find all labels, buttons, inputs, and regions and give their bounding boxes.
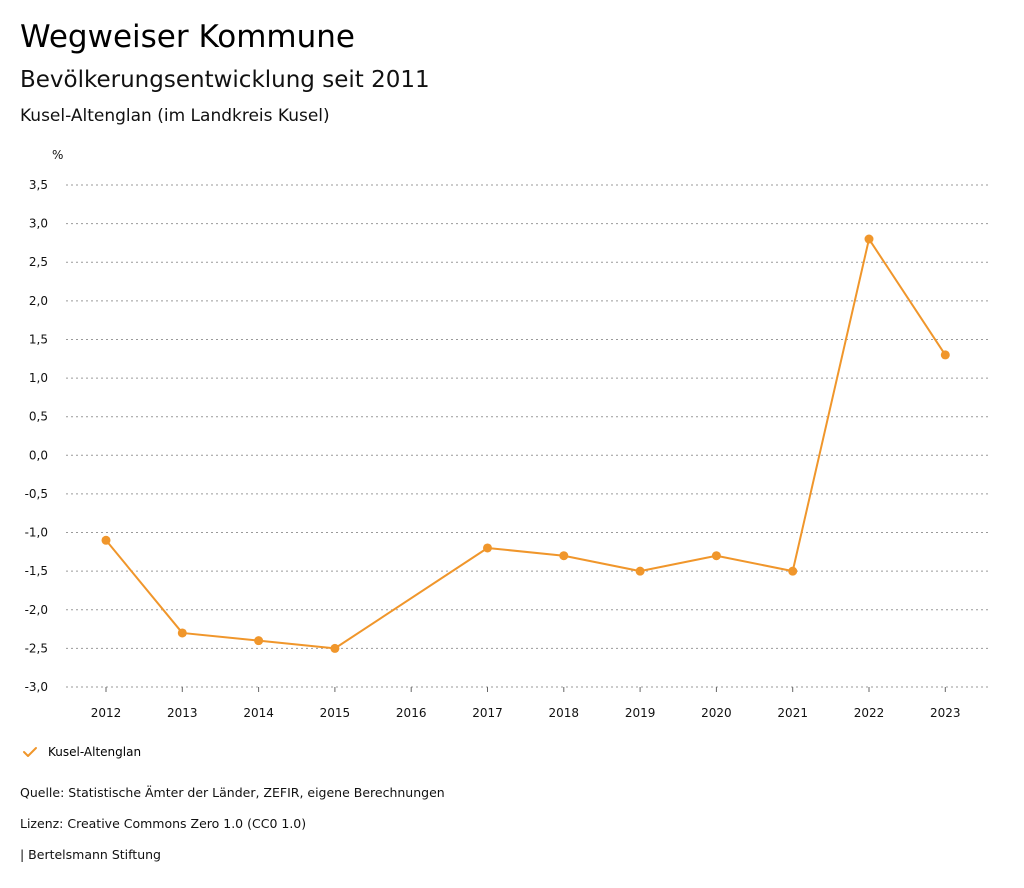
source-note: Quelle: Statistische Ämter der Länder, Z… xyxy=(20,785,445,800)
y-tick-label: 0,5 xyxy=(29,410,48,424)
y-tick-label: 1,0 xyxy=(29,371,48,385)
data-point-2014[interactable] xyxy=(254,636,264,646)
x-tick-label: 2013 xyxy=(167,706,198,720)
x-tick-label: 2018 xyxy=(549,706,580,720)
y-tick-label: -1,0 xyxy=(25,526,48,540)
data-point-2020[interactable] xyxy=(711,551,721,561)
publisher-note: | Bertelsmann Stiftung xyxy=(20,847,161,862)
data-point-2012[interactable] xyxy=(101,535,111,545)
x-tick-label: 2015 xyxy=(320,706,351,720)
data-point-2013[interactable] xyxy=(177,628,187,638)
y-axis-ticks: 3,5 3,0 2,5 2,0 1,5 1,0 0,5 0,0 -0,5 -1,0 -1,5 -2,0… xyxy=(25,178,48,694)
y-tick-label: -1,5 xyxy=(25,564,48,578)
y-tick-label: -2,0 xyxy=(25,603,48,617)
x-tick-label: 2022 xyxy=(854,706,885,720)
x-tick-label: 2020 xyxy=(701,706,732,720)
x-tick-label: 2021 xyxy=(777,706,808,720)
legend[interactable]: Kusel-Altenglan xyxy=(22,745,141,759)
x-tick-label: 2019 xyxy=(625,706,656,720)
y-tick-label: 2,0 xyxy=(29,294,48,308)
y-tick-label: 3,0 xyxy=(29,217,48,231)
grid-lines xyxy=(66,184,990,688)
data-point-2022[interactable] xyxy=(864,234,874,244)
x-tick-label: 2014 xyxy=(243,706,274,720)
license-note: Lizenz: Creative Commons Zero 1.0 (CC0 1… xyxy=(20,816,307,831)
y-tick-label: 2,5 xyxy=(29,255,48,269)
x-tick-label: 2012 xyxy=(91,706,122,720)
data-point-2021[interactable] xyxy=(788,566,798,576)
y-tick-label: -0,5 xyxy=(25,487,48,501)
data-point-2015[interactable] xyxy=(330,643,340,653)
y-tick-label: 3,5 xyxy=(29,178,48,192)
series-group xyxy=(101,234,950,653)
y-tick-label: -3,0 xyxy=(25,680,48,694)
x-tick-label: 2017 xyxy=(472,706,503,720)
y-tick-label: 0,0 xyxy=(29,448,48,462)
chart-subtitle: Bevölkerungsentwicklung seit 2011 xyxy=(20,67,430,93)
page-title: Wegweiser Kommune xyxy=(20,19,355,55)
x-tick-label: 2016 xyxy=(396,706,427,720)
check-icon xyxy=(23,747,37,757)
data-point-2018[interactable] xyxy=(559,551,569,561)
x-axis-ticks: 2012 2013 2014 2015 2016 2017 2018 2019 2020 2021… xyxy=(91,687,961,720)
region-label: Kusel-Altenglan (im Landkreis Kusel) xyxy=(20,106,330,126)
line-chart: % 3,5 3,0 2,5 2,0 1,5 1,0 0,5 0,0 -0,5 -1,0 -1,5 -2… xyxy=(25,148,990,720)
data-point-2019[interactable] xyxy=(635,566,645,576)
legend-label: Kusel-Altenglan xyxy=(48,745,142,759)
data-point-2023[interactable] xyxy=(940,350,950,360)
y-tick-label: 1,5 xyxy=(29,332,48,346)
y-tick-label: -2,5 xyxy=(25,641,48,655)
data-point-2017[interactable] xyxy=(483,543,492,553)
x-tick-label: 2023 xyxy=(930,706,961,720)
y-axis-unit: % xyxy=(52,148,63,162)
